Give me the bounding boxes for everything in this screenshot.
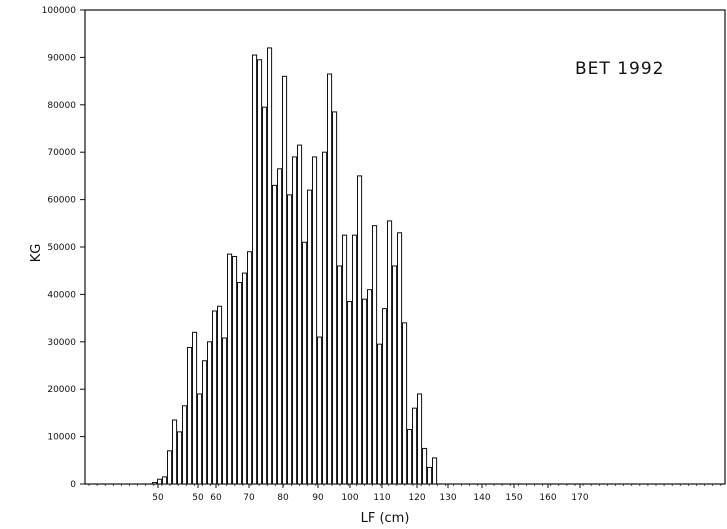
bar — [377, 343, 383, 485]
y-tick-label: 80000 — [47, 101, 76, 111]
bar — [322, 151, 328, 485]
bar — [267, 47, 273, 485]
bar — [237, 282, 243, 485]
bar — [232, 255, 238, 485]
bar — [252, 54, 258, 485]
bar — [302, 241, 308, 485]
bar — [247, 251, 253, 485]
y-tick-label: 30000 — [47, 338, 76, 348]
bar — [272, 184, 278, 485]
bars — [152, 47, 438, 485]
bar — [422, 447, 428, 485]
x-tick-label: 70 — [243, 493, 255, 503]
bar — [412, 407, 418, 485]
y-tick-label: 0 — [70, 480, 76, 490]
bar — [197, 393, 203, 485]
x-tick-label: 110 — [373, 493, 390, 503]
y-tick-label: 60000 — [47, 196, 76, 206]
bar — [287, 194, 293, 485]
bar — [332, 111, 338, 485]
y-tick-label: 50000 — [47, 243, 76, 253]
bar — [167, 450, 173, 485]
x-tick-label: 160 — [539, 493, 556, 503]
bar — [152, 482, 158, 485]
bar — [432, 457, 438, 485]
bar — [407, 428, 413, 485]
bar — [307, 189, 313, 485]
bar — [362, 298, 368, 485]
bar — [337, 265, 343, 485]
chart-title: BET 1992 — [575, 59, 664, 79]
bar — [397, 232, 403, 485]
bar — [182, 405, 188, 485]
bar — [327, 73, 333, 485]
y-axis-title: KG — [29, 244, 44, 263]
bar — [227, 253, 233, 485]
bar — [222, 337, 228, 485]
y-axis: 0 10000 20000 30000 40000 50000 60000 70000 8000… — [42, 6, 85, 490]
bar — [367, 289, 373, 485]
y-tick-label: 20000 — [47, 385, 76, 395]
x-axis: 50 50 60 70 80 90 100 110 120 130 140 150 160 170 — [88, 484, 722, 503]
bar — [192, 331, 198, 485]
bar — [417, 393, 423, 485]
bar — [382, 308, 388, 485]
x-tick-label: 120 — [408, 493, 425, 503]
bar — [427, 466, 433, 485]
bar — [177, 431, 183, 485]
bar — [292, 156, 298, 485]
x-tick-label: 80 — [277, 493, 289, 503]
bar — [202, 360, 208, 485]
bar — [217, 305, 223, 485]
bar — [317, 336, 323, 485]
bar — [347, 301, 353, 485]
bar — [352, 234, 358, 485]
x-tick-label: 170 — [571, 493, 588, 503]
bar — [262, 106, 268, 485]
bar — [157, 478, 163, 485]
x-axis-title: LF (cm) — [361, 511, 410, 526]
bar — [162, 476, 168, 485]
bar — [207, 341, 213, 485]
bar — [257, 59, 263, 485]
bar — [387, 220, 393, 485]
bar — [277, 168, 283, 485]
bar — [342, 234, 348, 485]
bar — [282, 75, 288, 485]
bar — [392, 265, 398, 485]
bar — [172, 419, 178, 485]
y-tick-label: 10000 — [47, 433, 76, 443]
bar — [372, 225, 378, 485]
bar — [357, 175, 363, 485]
y-tick-label: 70000 — [47, 148, 76, 158]
x-tick-label: 150 — [505, 493, 522, 503]
bar — [212, 310, 218, 485]
y-tick-label: 90000 — [47, 53, 76, 63]
x-tick-label: 100 — [341, 493, 358, 503]
bar — [242, 272, 248, 485]
bar — [312, 156, 318, 485]
y-tick-label: 40000 — [47, 290, 76, 300]
bar — [187, 346, 193, 485]
x-tick-label: 140 — [473, 493, 490, 503]
x-tick-label: 60 — [210, 493, 222, 503]
bar — [402, 322, 408, 485]
bar — [297, 144, 303, 485]
x-tick-label: 90 — [312, 493, 324, 503]
x-tick-label: 50 — [152, 493, 164, 503]
x-tick-label: 50 — [192, 493, 204, 503]
y-tick-label: 100000 — [42, 6, 77, 16]
x-tick-label: 130 — [439, 493, 456, 503]
